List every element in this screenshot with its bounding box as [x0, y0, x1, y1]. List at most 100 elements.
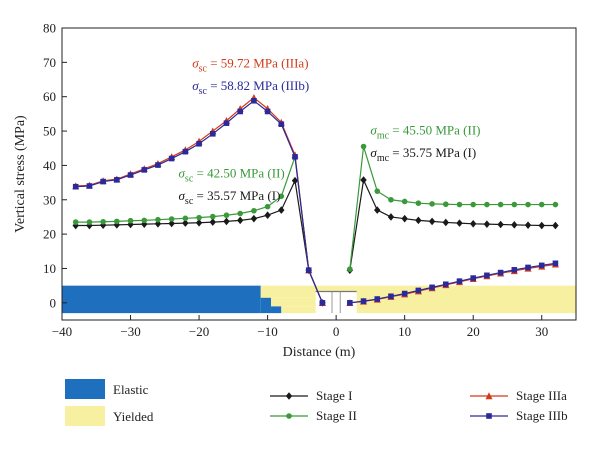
stage_II-point [86, 219, 93, 225]
stage_IIIb-point [552, 260, 559, 267]
stage_II-point [497, 201, 504, 208]
stage_IIIb-point [155, 162, 161, 168]
stage_IIIb-point [319, 300, 326, 306]
elastic-legend-swatch [65, 379, 105, 399]
stage_I-point [278, 206, 285, 214]
y-tick-label: 70 [43, 55, 56, 70]
y-tick-label: 10 [43, 261, 56, 276]
x-tick-label: −20 [189, 324, 209, 339]
stage_IIIb-point [264, 108, 271, 115]
y-tick-label: 50 [43, 124, 56, 139]
stage_II-point [360, 143, 367, 150]
stage_II-point [511, 201, 518, 208]
x-tick-label: −30 [120, 324, 140, 339]
stage_IIIa-legend-marker [485, 392, 493, 400]
stage_II-point [525, 201, 531, 208]
stage_I-point [250, 214, 258, 223]
stage_IIIb-point [127, 172, 134, 178]
elastic-zone [260, 297, 272, 314]
y-tick-label: 20 [43, 227, 56, 242]
stage_I-legend-marker [285, 392, 293, 400]
yielded-zone [315, 285, 357, 292]
stress-annotation: σsc = 58.82 MPa (IIIb) [192, 78, 309, 97]
stage_II-point [374, 188, 381, 194]
stage_IIIb-point [429, 284, 435, 291]
stage_IIIb-point [100, 178, 106, 185]
stage_II-point [401, 198, 408, 205]
yielded-zone [281, 306, 316, 314]
stress-annotation: σsc = 42.50 MPa (II) [179, 165, 285, 184]
stage_I-point [524, 221, 532, 229]
stage_II-point [347, 266, 353, 272]
stage_I-point [291, 176, 299, 185]
stage_II-point [442, 201, 449, 208]
stage_II-point [114, 218, 120, 225]
stage_II-point [196, 214, 202, 221]
x-tick-label: −40 [52, 324, 72, 339]
stage_I-legend-label: Stage I [316, 388, 352, 403]
x-tick-label: 10 [398, 324, 411, 339]
stage_II-point [415, 200, 422, 206]
stage_II-point [388, 196, 394, 203]
stage_I-point [209, 218, 216, 226]
legend: Elastic Yielded Stage I Stage II Stage IIIa S… [65, 379, 568, 426]
stage_II-point [264, 203, 271, 210]
stage_II-line [349, 146, 556, 270]
stage_IIIb-point [292, 154, 298, 160]
stage_IIIb-point [278, 121, 285, 127]
stage_I-point [415, 216, 422, 225]
y-tick-label: 30 [43, 192, 56, 207]
yielded-zone [260, 285, 316, 298]
stage_IIIb-point [141, 167, 148, 173]
stage_I-point [86, 221, 93, 230]
stage_IIIb-line [349, 262, 556, 304]
stage_IIIb-point [223, 120, 230, 126]
stage_IIIb-point [182, 148, 189, 155]
yielded-legend-label: Yielded [113, 409, 154, 424]
y-tick-label: 40 [43, 158, 56, 173]
stage_II-point [538, 201, 545, 208]
stage_IIIb-point [525, 264, 531, 271]
annotation-layer: σsc = 59.72 MPa (IIIa) σsc = 58.82 MPa (I… [179, 56, 481, 207]
stage_II-point [182, 215, 189, 222]
stage_IIIb-point [347, 300, 353, 306]
stage_I-point [236, 216, 244, 225]
stage_I-point [374, 206, 381, 214]
stage_IIIb-point [401, 290, 408, 297]
stage_II-point [552, 201, 559, 208]
y-tick-label: 60 [43, 89, 56, 104]
plot-frame [61, 27, 577, 321]
y-tick-label: 80 [43, 21, 56, 36]
stage_II-point [429, 201, 435, 207]
stage_II-point [72, 219, 79, 225]
stage_IIIb-point [209, 131, 216, 137]
stage_II-point [470, 201, 477, 208]
stage_IIIb-series [72, 97, 559, 306]
stage_IIIb-point [168, 155, 175, 162]
stage_I-point [182, 219, 189, 227]
yielded-zone [271, 297, 316, 307]
x-tick-label: 0 [333, 324, 340, 339]
stage_II-point [251, 207, 257, 214]
stage_II-point [456, 201, 463, 208]
stage_II-point [127, 217, 134, 224]
axis-ticks: −40 −30 −20 −10 0 10 20 30 0 10 20 30 40 50 60 70 80 [43, 21, 548, 340]
stage_II-point [155, 216, 161, 223]
elastic-zone [271, 306, 282, 314]
stage_IIIb-legend-label: Stage IIIb [516, 408, 568, 423]
x-tick-label: 20 [467, 324, 480, 339]
stage_II-point [484, 201, 490, 208]
stage_I-point [401, 214, 408, 223]
stage_IIIb-point [374, 296, 381, 302]
stage_II-point [278, 193, 285, 200]
elastic-legend-label: Elastic [113, 382, 149, 397]
stage_IIIb-point [415, 287, 422, 294]
stage_I-point [470, 220, 477, 228]
stage_IIIb-point [388, 293, 394, 300]
stage_I-point [195, 218, 203, 227]
stage_I-point [72, 221, 79, 230]
stage_I-point [442, 218, 449, 227]
y-axis-label: Vertical stress (MPa) [13, 115, 28, 233]
stage_II-point [223, 212, 230, 219]
